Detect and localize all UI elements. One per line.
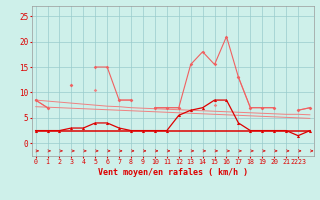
X-axis label: Vent moyen/en rafales ( km/h ): Vent moyen/en rafales ( km/h ) [98,168,248,177]
